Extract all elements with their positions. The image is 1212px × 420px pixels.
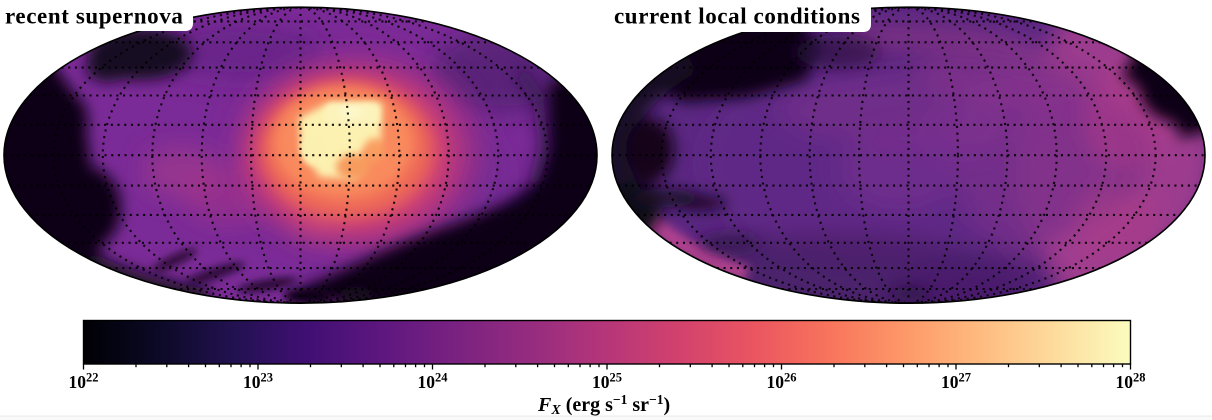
svg-text:1028: 1028 [1116,370,1146,392]
svg-text:1022: 1022 [69,370,99,392]
svg-text:recent supernova: recent supernova [5,4,183,29]
svg-text:1026: 1026 [767,370,797,392]
svg-text:1024: 1024 [418,370,449,392]
svg-text:current local conditions: current local conditions [614,4,861,29]
svg-text:1027: 1027 [941,370,971,392]
svg-text:1023: 1023 [243,370,273,392]
svg-text:FX (erg s−1 sr−1): FX (erg s−1 sr−1) [537,392,670,418]
svg-text:1025: 1025 [592,370,622,392]
